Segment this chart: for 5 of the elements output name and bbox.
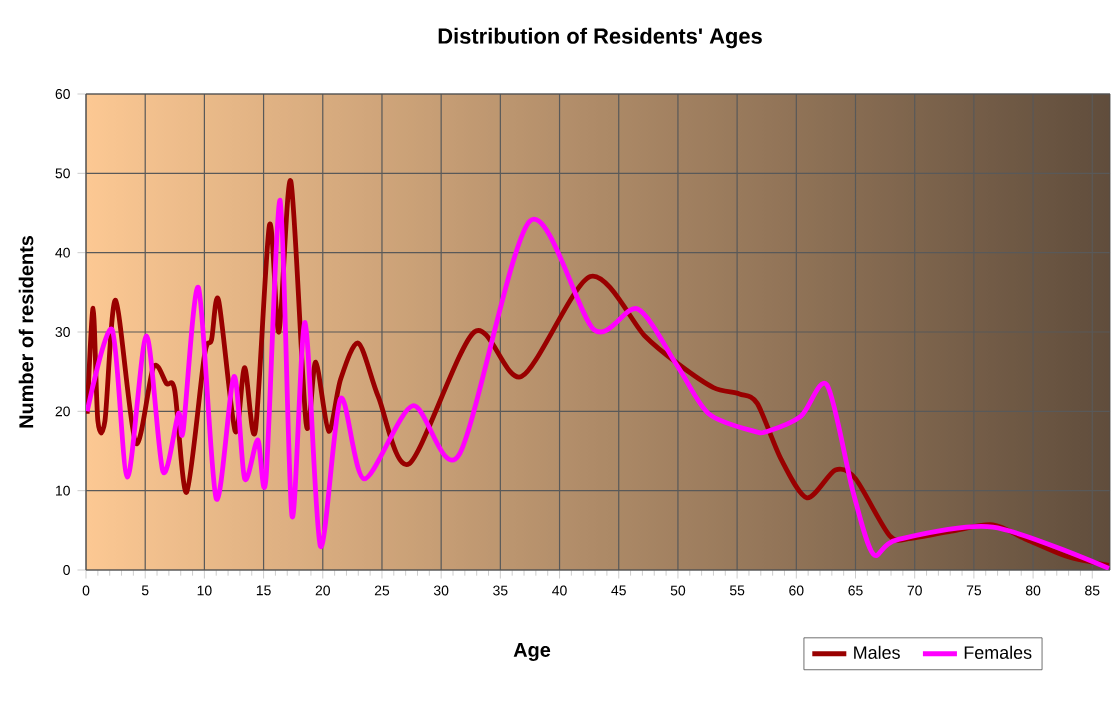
legend-label: Males [854, 645, 900, 659]
y-axis-title: Number of residents [18, 235, 34, 428]
chart-title: Distribution of Residents' Ages [438, 27, 762, 49]
legend-label: Females [964, 645, 1032, 659]
x-axis-title: Age [513, 643, 551, 661]
